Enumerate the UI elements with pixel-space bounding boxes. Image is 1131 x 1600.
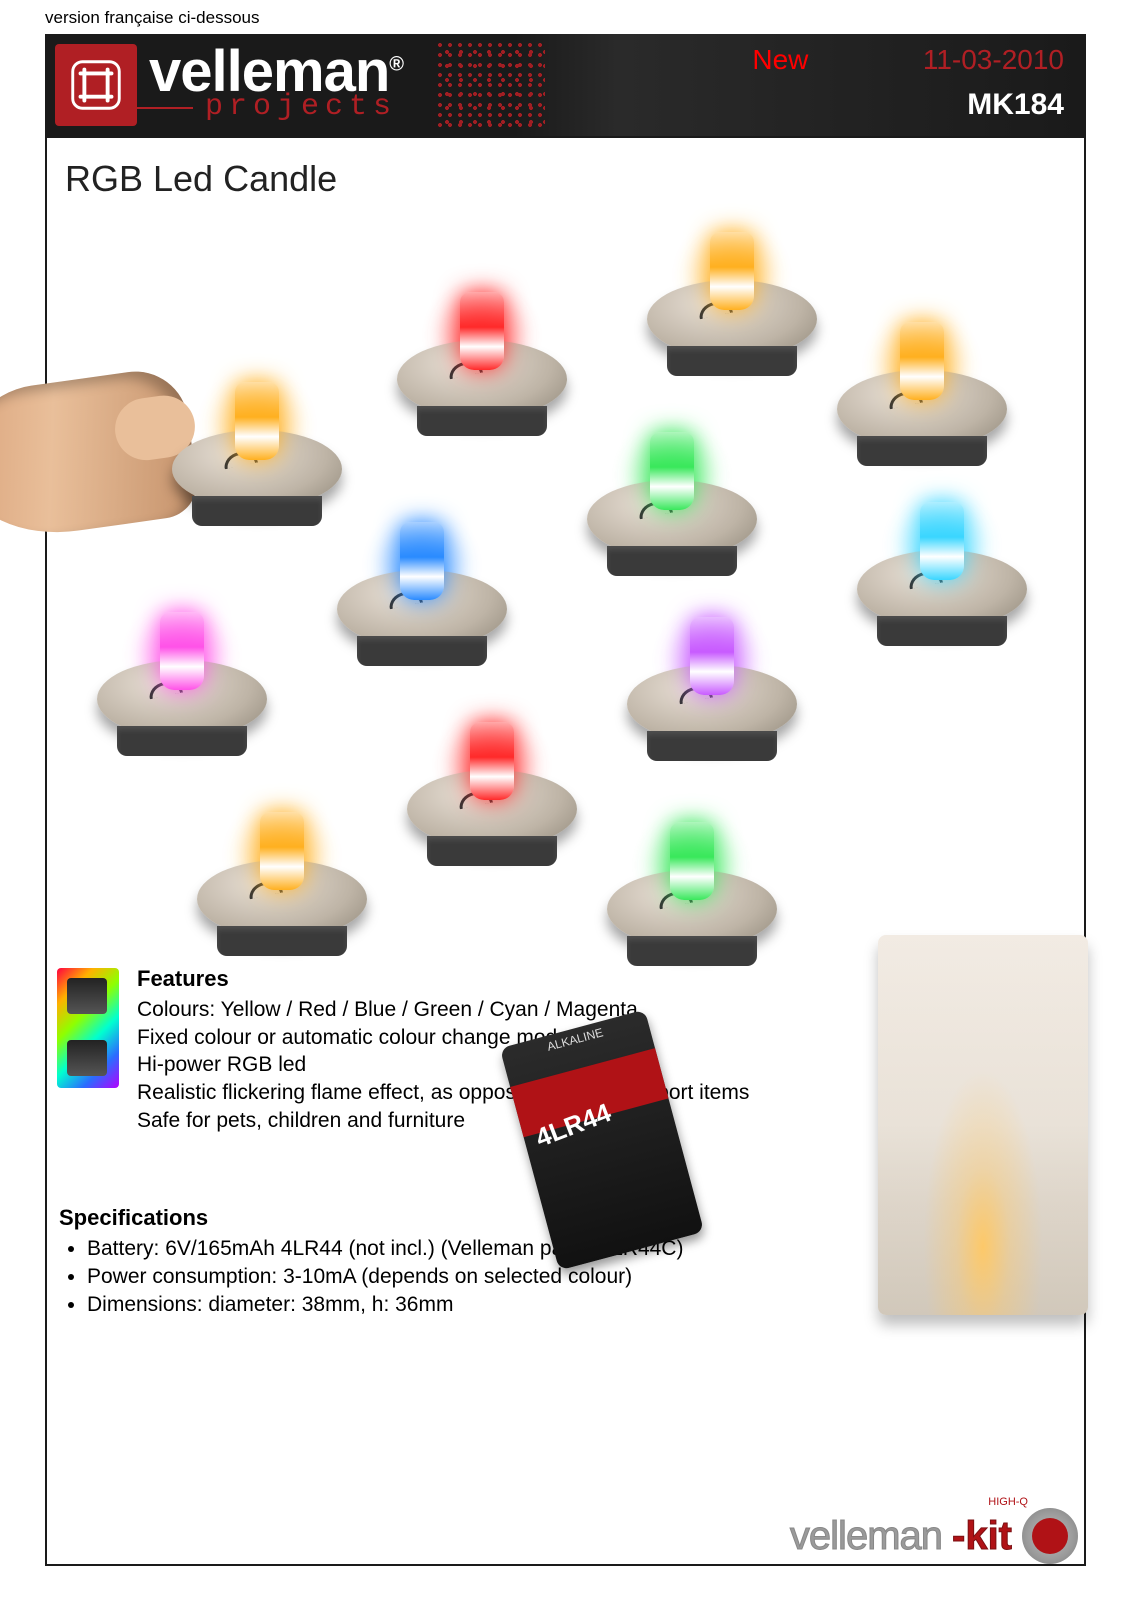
top-note: version française ci-dessous xyxy=(45,0,1086,34)
features-heading: Features xyxy=(137,966,749,992)
feature-line: Fixed colour or automatic colour change … xyxy=(137,1026,569,1049)
highq-label: HIGH-Q xyxy=(988,1496,1028,1508)
footer-logo: HIGH-Q velleman-kit xyxy=(790,1508,1078,1564)
footer-kit: -kit xyxy=(952,1514,1012,1559)
feature-line: Hi-power RGB led xyxy=(137,1053,306,1076)
brand-sub: projects xyxy=(149,90,403,124)
candle-item xyxy=(637,200,827,370)
cup-image xyxy=(878,935,1088,1315)
new-label: New xyxy=(752,44,808,76)
feature-line: Safe for pets, children and furniture xyxy=(137,1109,465,1132)
footer-brand: velleman xyxy=(790,1514,942,1559)
content-frame: RGB Led Candle Features Colours: Yellow … xyxy=(45,136,1086,1566)
candle-item xyxy=(397,690,587,860)
pixel-decoration xyxy=(435,40,545,130)
candle-item xyxy=(617,585,807,755)
rgb-chip-icon xyxy=(57,968,119,1088)
finger-image xyxy=(0,365,201,546)
candle-item xyxy=(577,400,767,570)
candle-item xyxy=(847,470,1037,640)
feature-line: Colours: Yellow / Red / Blue / Green / C… xyxy=(137,998,638,1021)
candle-item xyxy=(597,790,787,960)
candle-item xyxy=(327,490,517,660)
seal-icon xyxy=(1022,1508,1078,1564)
header-banner: velleman® projects New 11-03-2010 MK184 xyxy=(45,34,1086,136)
product-collage xyxy=(47,200,1084,960)
candle-item xyxy=(387,260,577,430)
candle-item xyxy=(187,780,377,950)
candle-item xyxy=(827,290,1017,460)
candle-item xyxy=(87,580,277,750)
logo-icon xyxy=(55,44,137,126)
date-label: 11-03-2010 xyxy=(923,44,1064,76)
candle-item xyxy=(162,350,352,520)
model-label: MK184 xyxy=(752,88,1064,122)
page-title: RGB Led Candle xyxy=(47,148,1084,200)
